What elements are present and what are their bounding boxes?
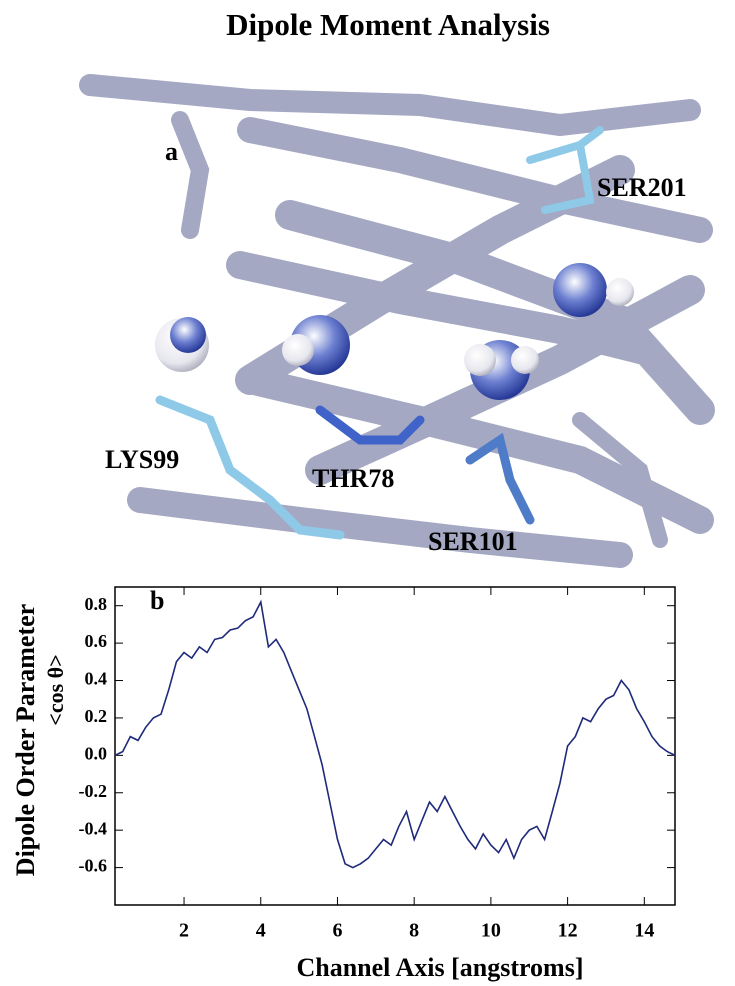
residue-label: SER101 xyxy=(428,527,518,556)
panel-b-label: b xyxy=(150,586,164,615)
plot-frame xyxy=(115,587,675,905)
figure: Dipole Moment Analysis a SER201 LYS99 TH… xyxy=(0,0,735,986)
y-tick-label: 0.8 xyxy=(85,594,108,614)
y-tick-label: -0.4 xyxy=(79,818,108,838)
residue-label: SER201 xyxy=(597,173,687,202)
x-tick-label: 8 xyxy=(409,920,419,942)
x-axis-title: Channel Axis [angstroms] xyxy=(296,953,583,982)
y-tick-label: 0.4 xyxy=(85,669,108,689)
y-axis-title: Dipole Order Parameter xyxy=(11,604,40,876)
title: Dipole Moment Analysis xyxy=(226,7,550,42)
y-axis-subtitle: <cos θ> xyxy=(43,654,68,725)
y-tick-label: -0.6 xyxy=(79,856,108,876)
y-tick-label: 0.6 xyxy=(85,631,108,651)
x-tick-label: 2 xyxy=(179,920,189,942)
y-tick-label: -0.2 xyxy=(79,781,108,801)
x-tick-label: 4 xyxy=(256,920,266,942)
x-tick-label: 12 xyxy=(558,920,578,942)
data-line xyxy=(115,602,675,868)
panel-a-label: a xyxy=(165,137,178,166)
y-tick-label: 0.0 xyxy=(85,743,108,763)
x-tick-label: 10 xyxy=(481,920,501,942)
x-tick-label: 6 xyxy=(332,920,342,942)
protein-illustration xyxy=(90,85,700,555)
residue-label: THR78 xyxy=(312,464,394,493)
residue-label: LYS99 xyxy=(105,445,179,474)
x-tick-label: 14 xyxy=(634,920,654,942)
y-tick-label: 0.2 xyxy=(85,706,108,726)
